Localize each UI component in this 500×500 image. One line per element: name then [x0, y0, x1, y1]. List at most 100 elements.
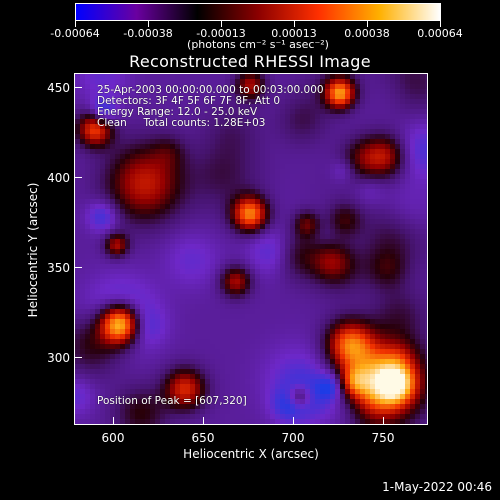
- image-pixel: [420, 249, 425, 254]
- image-pixel: [150, 279, 155, 284]
- image-pixel: [380, 119, 385, 124]
- image-pixel: [390, 274, 395, 279]
- colorbar-label: 0.00038: [344, 27, 390, 40]
- image-pixel: [205, 284, 210, 289]
- image-pixel: [390, 319, 395, 324]
- image-pixel: [330, 369, 335, 374]
- image-pixel: [105, 209, 110, 214]
- image-pixel: [350, 109, 355, 114]
- image-pixel: [320, 219, 325, 224]
- image-pixel: [110, 74, 115, 79]
- image-pixel: [245, 354, 250, 359]
- image-pixel: [405, 239, 410, 244]
- image-pixel: [255, 364, 260, 369]
- image-pixel: [245, 174, 250, 179]
- image-pixel: [280, 74, 285, 79]
- image-pixel: [260, 379, 265, 384]
- image-pixel: [400, 274, 405, 279]
- image-pixel: [245, 79, 250, 84]
- image-pixel: [85, 334, 90, 339]
- image-pixel: [325, 119, 330, 124]
- image-pixel: [240, 264, 245, 269]
- image-pixel: [130, 329, 135, 334]
- image-pixel: [265, 259, 270, 264]
- image-pixel: [135, 189, 140, 194]
- image-pixel: [425, 164, 427, 169]
- image-pixel: [385, 209, 390, 214]
- image-pixel: [130, 139, 135, 144]
- image-pixel: [150, 89, 155, 94]
- image-pixel: [115, 244, 120, 249]
- image-pixel: [325, 214, 330, 219]
- image-pixel: [250, 99, 255, 104]
- image-pixel: [235, 94, 240, 99]
- image-pixel: [120, 224, 125, 229]
- image-pixel: [140, 184, 145, 189]
- image-pixel: [195, 329, 200, 334]
- image-pixel: [265, 309, 270, 314]
- image-pixel: [420, 339, 425, 344]
- image-pixel: [75, 284, 80, 289]
- image-pixel: [80, 244, 85, 249]
- image-pixel: [340, 159, 345, 164]
- image-pixel: [245, 409, 250, 414]
- image-pixel: [385, 139, 390, 144]
- image-pixel: [160, 304, 165, 309]
- image-pixel: [155, 154, 160, 159]
- image-pixel: [395, 234, 400, 239]
- image-pixel: [155, 149, 160, 154]
- image-pixel: [215, 164, 220, 169]
- image-pixel: [335, 234, 340, 239]
- image-pixel: [120, 74, 125, 79]
- image-pixel: [190, 409, 195, 414]
- image-pixel: [260, 344, 265, 349]
- image-pixel: [325, 154, 330, 159]
- image-pixel: [160, 419, 165, 424]
- image-pixel: [180, 134, 185, 139]
- image-pixel: [205, 394, 210, 399]
- image-pixel: [105, 154, 110, 159]
- image-pixel: [400, 214, 405, 219]
- image-pixel: [270, 269, 275, 274]
- image-pixel: [340, 139, 345, 144]
- image-pixel: [365, 114, 370, 119]
- image-pixel: [80, 404, 85, 409]
- image-pixel: [385, 284, 390, 289]
- image-pixel: [80, 204, 85, 209]
- image-pixel: [190, 134, 195, 139]
- image-pixel: [405, 209, 410, 214]
- image-pixel: [200, 229, 205, 234]
- image-pixel: [180, 294, 185, 299]
- image-pixel: [265, 354, 270, 359]
- image-pixel: [240, 384, 245, 389]
- image-pixel: [400, 254, 405, 259]
- image-pixel: [195, 404, 200, 409]
- image-pixel: [230, 204, 235, 209]
- image-pixel: [150, 189, 155, 194]
- image-pixel: [245, 304, 250, 309]
- image-pixel: [425, 344, 427, 349]
- image-pixel: [160, 184, 165, 189]
- image-pixel: [205, 334, 210, 339]
- image-pixel: [390, 124, 395, 129]
- image-pixel: [125, 99, 130, 104]
- image-pixel: [405, 204, 410, 209]
- image-pixel: [350, 384, 355, 389]
- image-pixel: [410, 279, 415, 284]
- image-pixel: [250, 414, 255, 419]
- image-pixel: [155, 364, 160, 369]
- image-pixel: [160, 414, 165, 419]
- image-pixel: [210, 124, 215, 129]
- image-pixel: [325, 354, 330, 359]
- image-pixel: [235, 119, 240, 124]
- image-pixel: [315, 329, 320, 334]
- image-pixel: [175, 404, 180, 409]
- image-pixel: [85, 144, 90, 149]
- image-pixel: [125, 94, 130, 99]
- image-pixel: [115, 179, 120, 184]
- image-pixel: [125, 134, 130, 139]
- image-pixel: [140, 379, 145, 384]
- image-pixel: [270, 214, 275, 219]
- image-pixel: [165, 314, 170, 319]
- image-pixel: [410, 254, 415, 259]
